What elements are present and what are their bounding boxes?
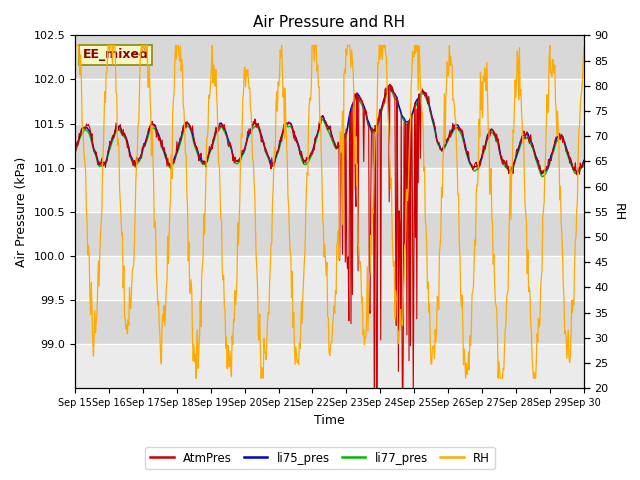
Bar bbox=[75, 80, 584, 123]
Bar bbox=[75, 36, 584, 80]
Bar bbox=[75, 212, 584, 256]
Bar bbox=[75, 168, 584, 212]
Legend: AtmPres, li75_pres, li77_pres, RH: AtmPres, li75_pres, li77_pres, RH bbox=[145, 447, 495, 469]
Bar bbox=[75, 256, 584, 300]
Y-axis label: Air Pressure (kPa): Air Pressure (kPa) bbox=[15, 156, 28, 267]
Text: EE_mixed: EE_mixed bbox=[83, 48, 148, 61]
Title: Air Pressure and RH: Air Pressure and RH bbox=[253, 15, 406, 30]
Bar bbox=[75, 123, 584, 168]
Y-axis label: RH: RH bbox=[612, 203, 625, 221]
Bar bbox=[75, 300, 584, 344]
X-axis label: Time: Time bbox=[314, 414, 345, 427]
